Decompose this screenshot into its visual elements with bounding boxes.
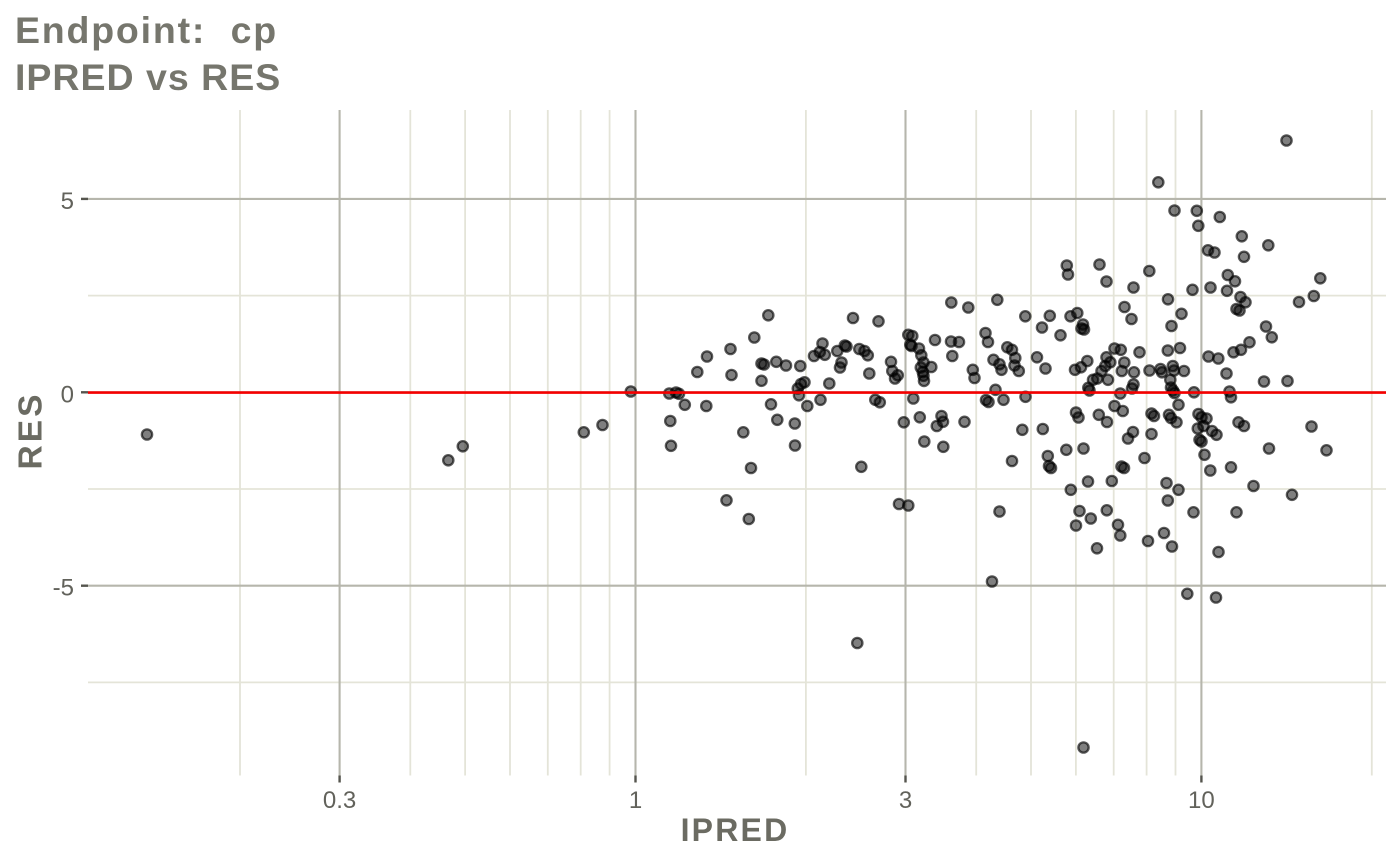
svg-text:0.3: 0.3: [323, 787, 356, 814]
svg-text:Endpoint: cp: Endpoint: cp: [15, 9, 278, 51]
svg-text:10: 10: [1188, 787, 1215, 814]
svg-text:IPRED: IPRED: [681, 812, 790, 848]
svg-text:3: 3: [899, 787, 912, 814]
svg-text:IPRED vs RES: IPRED vs RES: [15, 56, 281, 98]
svg-text:0: 0: [61, 381, 74, 408]
svg-text:1: 1: [629, 787, 642, 814]
svg-text:RES: RES: [13, 392, 50, 470]
svg-text:5: 5: [61, 188, 74, 215]
svg-text:-5: -5: [53, 575, 74, 602]
